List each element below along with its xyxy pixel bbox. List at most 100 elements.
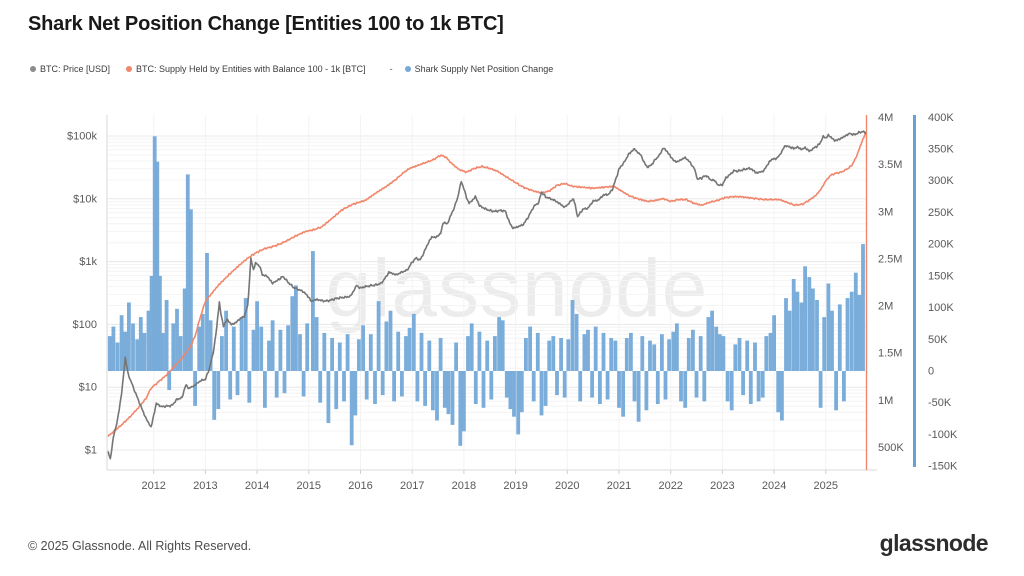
net-position-bar (270, 320, 275, 371)
net-axis-tick-label: 300K (928, 175, 954, 187)
net-position-bar (621, 371, 625, 417)
copyright-text: © 2025 Glassnode. All Rights Reserved. (28, 539, 252, 553)
net-position-bar (384, 321, 389, 371)
net-position-bar (698, 336, 703, 371)
legend-separator: - (389, 64, 393, 74)
net-axis-tick-label: 400K (928, 112, 954, 124)
net-position-bar (301, 371, 306, 397)
supply-axis-tick-label: 1.5M (878, 348, 902, 360)
net-position-bar (115, 342, 120, 371)
net-position-bar (652, 344, 657, 371)
net-position-bar (131, 323, 135, 371)
net-axis-tick-label: 50K (928, 334, 948, 346)
net-position-bar (686, 338, 691, 371)
net-position-bar (845, 298, 850, 371)
net-position-bar (807, 277, 812, 371)
net-position-bar (368, 334, 373, 371)
net-position-bar (598, 371, 602, 404)
net-position-bar (427, 340, 432, 371)
net-position-bar (107, 336, 112, 371)
net-position-bar (396, 331, 401, 371)
net-position-bar (543, 371, 548, 406)
net-position-bar (171, 323, 176, 371)
net-position-bar (717, 334, 722, 371)
net-position-bar (247, 371, 252, 403)
net-position-bar (524, 338, 528, 371)
net-position-bar (500, 320, 505, 371)
net-position-bar (799, 302, 804, 371)
net-position-bar (205, 253, 209, 371)
net-position-bar (473, 371, 478, 404)
x-axis-tick-label: 2015 (297, 480, 321, 492)
net-position-bar (671, 331, 676, 371)
net-position-bar (562, 371, 567, 398)
net-position-bar (435, 371, 439, 421)
net-position-bar (446, 371, 451, 415)
net-position-bar (146, 310, 151, 371)
net-axis-tick-label: 100K (928, 302, 954, 314)
net-position-bar (632, 371, 637, 402)
net-position-bar (574, 313, 579, 371)
net-position-bar (497, 317, 501, 371)
net-position-bar (357, 339, 361, 371)
net-position-bar (208, 320, 213, 371)
net-position-bar (842, 371, 846, 402)
net-position-bar (263, 371, 267, 408)
net-position-bar (119, 315, 124, 371)
chart-canvas[interactable]: 2012 2013 2014 2015 2016 2017 2018 2019 2020 2021… (0, 0, 1024, 510)
net-position-bar (489, 371, 494, 400)
legend-item-3[interactable]: Shark Supply Net Position Change (404, 64, 553, 74)
net-position-bar (818, 371, 823, 408)
net-position-bar (364, 371, 369, 400)
net-position-bar (516, 371, 521, 435)
net-position-bar (733, 344, 738, 371)
supply-axis-tick-label: 1M (878, 395, 893, 407)
net-position-bar (760, 371, 765, 398)
net-position-bar (826, 283, 831, 371)
net-position-bar (559, 338, 563, 371)
net-position-bar (784, 298, 788, 371)
net-position-bar (849, 291, 854, 371)
net-position-bar (353, 371, 358, 416)
net-position-bar (822, 317, 827, 371)
supply-axis-tick-label: 4M (878, 112, 893, 124)
net-position-bar (404, 336, 408, 371)
net-position-bar (811, 288, 815, 371)
glassnode-logo[interactable]: glassnode (879, 530, 989, 556)
net-position-bar (259, 326, 264, 371)
net-position-bar (274, 371, 279, 398)
net-position-bar (111, 326, 116, 371)
net-position-bar (776, 371, 781, 413)
net-position-bar (853, 272, 858, 371)
legend-item-1[interactable]: BTC: Supply Held by Entities with Balanc… (126, 64, 366, 74)
net-position-bar (714, 326, 719, 371)
legend-item-0[interactable]: BTC: Price [USD] (30, 64, 110, 74)
net-position-bar (155, 161, 160, 371)
net-position-bar (683, 371, 688, 408)
net-position-bar (373, 371, 377, 404)
net-position-bar (298, 334, 302, 371)
net-position-bar (267, 340, 271, 371)
net-position-bar (167, 371, 172, 390)
net-position-bar (706, 317, 711, 371)
x-axis-tick-label: 2012 (141, 480, 165, 492)
net-position-bar (239, 317, 244, 371)
net-position-bar (380, 371, 385, 396)
net-position-bar (152, 136, 157, 371)
net-position-bar (485, 340, 490, 371)
left-axis-tick-label: $1 (85, 445, 97, 457)
net-position-bar (442, 371, 447, 408)
x-axis-tick-label: 2022 (658, 480, 682, 492)
net-position-bar (702, 371, 707, 402)
net-position-bar (795, 291, 800, 371)
net-position-bar (466, 336, 470, 371)
supply-axis-tick-label: 500K (878, 442, 904, 454)
net-position-bar (648, 340, 652, 371)
net-position-bar (578, 371, 583, 402)
net-position-bar (694, 371, 699, 398)
net-position-bar (655, 371, 660, 404)
net-position-bar (388, 310, 393, 371)
net-position-bar (679, 371, 683, 402)
net-position-bar (737, 338, 742, 371)
left-axis-tick-label: $100k (67, 131, 97, 143)
